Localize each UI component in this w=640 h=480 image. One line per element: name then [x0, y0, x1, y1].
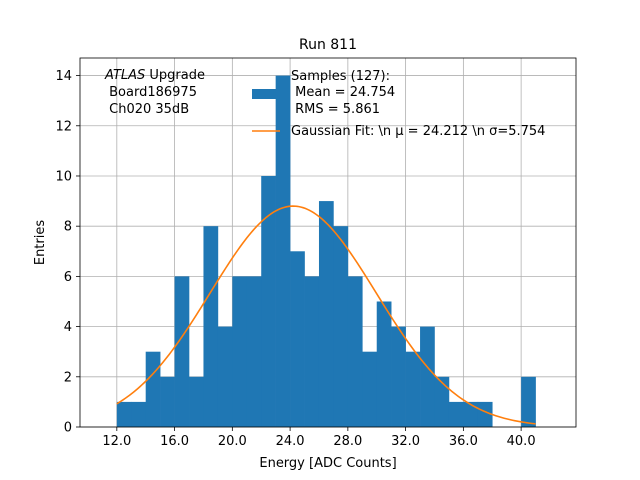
- histogram-bar: [203, 226, 219, 427]
- histogram-bar: [304, 276, 320, 427]
- y-tick-label: 10: [55, 169, 72, 184]
- y-tick-label: 14: [55, 69, 72, 84]
- histogram-bar: [232, 276, 248, 427]
- legend-samples-line-1: Samples (127):: [291, 69, 390, 84]
- y-tick-label: 2: [64, 370, 72, 385]
- x-tick-label: 40.0: [507, 434, 536, 449]
- histogram-bar: [116, 401, 132, 427]
- legend-fit-label: Gaussian Fit: \n μ = 24.212 \n σ=5.754: [291, 124, 545, 139]
- axis-ticks: 12.0 16.0 20.0 24.0 28.0 32.0 36.0 40.0 0 2 4 6 8 10 1…: [55, 69, 535, 449]
- y-tick-label: 4: [64, 320, 72, 335]
- annotation-line-2: Board186975: [105, 85, 197, 100]
- annotation-upgrade: Upgrade: [145, 68, 205, 83]
- histogram-bar: [174, 276, 190, 427]
- y-tick-label: 12: [55, 119, 72, 134]
- histogram-bar: [261, 175, 276, 427]
- y-axis-label: Entries: [33, 220, 48, 266]
- y-tick-label: 6: [64, 270, 72, 285]
- histogram-bar: [347, 276, 363, 427]
- x-tick-label: 12.0: [102, 434, 131, 449]
- histogram-bar: [521, 376, 536, 427]
- histogram-bar: [189, 376, 204, 427]
- x-tick-label: 20.0: [218, 434, 247, 449]
- plot-frame: [79, 57, 577, 428]
- histogram-bar: [405, 351, 421, 427]
- histogram-bar: [290, 251, 305, 427]
- histogram-bar: [391, 326, 406, 427]
- x-tick-label: 24.0: [276, 434, 305, 449]
- histogram-bar: [477, 401, 493, 427]
- histogram-bar: [420, 326, 435, 427]
- histogram-bar: [160, 376, 175, 427]
- x-tick-label: 28.0: [333, 434, 362, 449]
- histogram-bar: [376, 301, 392, 427]
- atlas-annotation: ATLAS Upgrade Board186975 Ch020 35dB: [104, 68, 205, 117]
- histogram-bar: [275, 75, 291, 428]
- annotation-atlas: ATLAS: [104, 68, 145, 83]
- x-axis-label: Energy [ADC Counts]: [259, 456, 396, 471]
- histogram-bar: [448, 401, 464, 427]
- y-tick-label: 8: [64, 220, 72, 235]
- legend-samples-swatch: [252, 89, 280, 99]
- histogram-bar: [333, 226, 349, 427]
- histogram-bars: [116, 75, 536, 428]
- histogram-bar: [318, 201, 334, 427]
- histogram-bar: [362, 351, 378, 427]
- x-tick-label: 16.0: [160, 434, 189, 449]
- legend: Samples (127): Mean = 24.754 RMS = 5.861…: [252, 69, 545, 139]
- histogram-bar: [131, 401, 147, 427]
- x-tick-label: 32.0: [391, 434, 420, 449]
- chart-title: Run 811: [299, 37, 357, 53]
- legend-samples-line-2: Mean = 24.754: [291, 85, 395, 100]
- legend-samples-line-3: RMS = 5.861: [291, 102, 380, 117]
- x-tick-label: 36.0: [449, 434, 478, 449]
- histogram-bar: [434, 376, 450, 427]
- annotation-line-1: ATLAS Upgrade: [104, 68, 205, 83]
- histogram-bar: [463, 401, 479, 427]
- histogram-bar: [145, 351, 161, 427]
- annotation-line-3: Ch020 35dB: [105, 102, 189, 117]
- histogram-bar: [217, 326, 233, 427]
- histogram-bar: [246, 276, 262, 427]
- y-tick-label: 0: [64, 421, 72, 436]
- gaussian-fit-curve: [116, 205, 536, 425]
